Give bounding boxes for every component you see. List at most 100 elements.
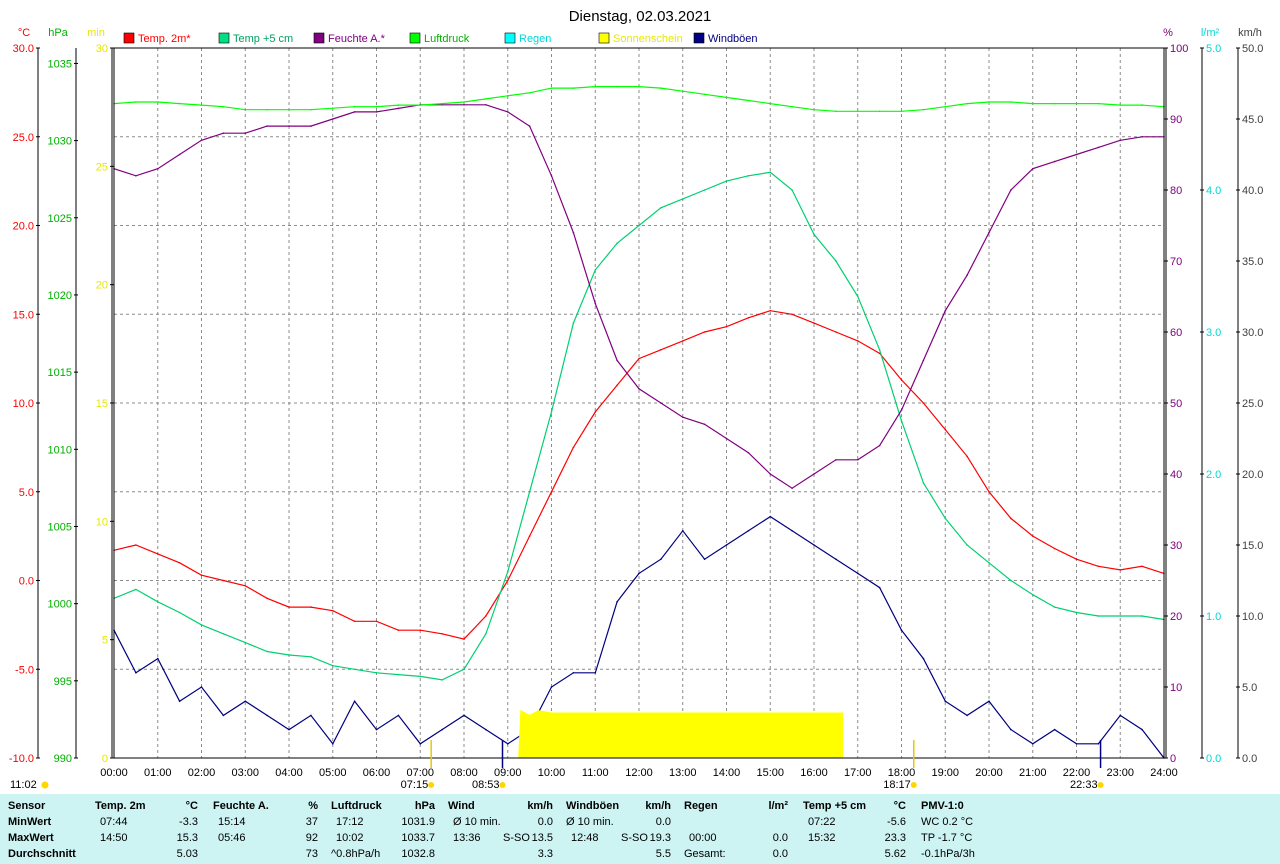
data-point xyxy=(966,544,968,546)
axes: -10.0 -5.0 0.0 5.0 10.0 15.0 20.0 25.0 30.0 990 99… xyxy=(9,43,1264,779)
sun-icon xyxy=(910,782,917,788)
legend-item: Temp. 2m* xyxy=(123,32,191,45)
legend-item: Sonnenschein xyxy=(598,32,683,45)
x-axis-tick-label: 09:00 xyxy=(494,767,522,779)
series xyxy=(113,85,1165,759)
wind-axis-tick-label: 20.0 xyxy=(1242,469,1263,481)
data-point xyxy=(200,139,203,142)
data-point xyxy=(1075,102,1078,105)
wind-axis-tick-label: 0.0 xyxy=(1242,753,1257,765)
data-point xyxy=(769,102,772,105)
data-point xyxy=(1010,189,1012,191)
x-axis-tick-label: 19:00 xyxy=(931,767,959,779)
pressure-axis-tick-label: 995 xyxy=(54,676,72,688)
data-point xyxy=(944,105,947,108)
wind-axis-tick-label: 45.0 xyxy=(1242,114,1263,126)
stats-header-sensor: Sensor xyxy=(8,800,46,812)
weather-chart: Dienstag, 02.03.2021 Temp. 2m* Temp +5 cm… xyxy=(9,8,1264,791)
data-point xyxy=(157,167,159,170)
time-marker: 07:15 xyxy=(401,740,435,791)
sunshine-axis-tick-label: 10 xyxy=(96,516,108,528)
wind-axis-tick-label: 5.0 xyxy=(1242,682,1257,694)
data-point xyxy=(922,402,925,404)
data-point xyxy=(419,743,422,745)
x-axis-tick-label: 04:00 xyxy=(275,767,303,779)
sun-icon xyxy=(499,782,506,788)
stats-header-temp5-unit: °C xyxy=(893,800,906,812)
rain-axis-tick-label: 3.0 xyxy=(1206,327,1221,339)
stats-humidity-value: 73 xyxy=(305,848,318,860)
data-point xyxy=(157,101,159,103)
data-point xyxy=(288,728,290,731)
data-point xyxy=(835,558,837,560)
data-point xyxy=(353,105,356,108)
data-point xyxy=(638,357,640,360)
data-point xyxy=(703,93,706,96)
data-point xyxy=(419,629,422,631)
stats-wind-value: 0.0 xyxy=(537,816,553,828)
stats-humidity-value: 92 xyxy=(305,832,318,844)
data-point xyxy=(572,446,575,449)
legend-swatch xyxy=(123,32,135,44)
data-point xyxy=(988,491,990,493)
data-point xyxy=(835,459,837,461)
data-point xyxy=(1010,728,1012,731)
data-point xyxy=(463,104,465,106)
data-point xyxy=(572,231,575,234)
x-axis-tick-label: 07:00 xyxy=(406,767,434,779)
data-point xyxy=(747,175,750,177)
stats-humidity-value: 37 xyxy=(305,816,318,828)
stats-header-gust-unit: km/h xyxy=(645,800,671,812)
data-point xyxy=(725,96,728,99)
data-point xyxy=(988,700,990,702)
data-point xyxy=(200,624,203,626)
stats-header-wind: Wind xyxy=(448,800,475,812)
data-point xyxy=(135,588,137,591)
data-point xyxy=(244,585,247,587)
temp-axis-tick-label: 15.0 xyxy=(13,309,34,321)
wind-axis-tick-label: 25.0 xyxy=(1242,398,1263,410)
stats-humidity-time: 15:14 xyxy=(218,816,246,828)
data-point xyxy=(769,309,772,312)
data-point xyxy=(747,99,750,102)
data-point xyxy=(375,728,378,731)
data-point xyxy=(638,388,640,390)
data-point xyxy=(200,104,203,106)
legend-label: Regen xyxy=(519,33,551,45)
stats-temp5-time: 07:22 xyxy=(808,816,836,828)
data-point xyxy=(1141,615,1143,617)
data-point xyxy=(1032,535,1034,537)
legend-label: Feuchte A.* xyxy=(328,33,386,45)
legend-swatch xyxy=(218,32,230,44)
data-point xyxy=(660,558,662,560)
sunshine-axis-tick-label: 20 xyxy=(96,280,108,292)
time-marker-label: 18:17 xyxy=(883,779,911,791)
stats-pressure-value: 1031.9 xyxy=(401,816,435,828)
data-point xyxy=(725,544,728,546)
pressure-axis-tick-label: 1025 xyxy=(48,213,72,225)
data-point xyxy=(397,629,400,631)
x-axis-tick-label: 05:00 xyxy=(319,767,347,779)
legend: Temp. 2m* Temp +5 cm Feuchte A.* Luftdruck R… xyxy=(123,32,758,45)
data-point xyxy=(397,104,400,106)
data-point xyxy=(725,180,728,182)
legend-item: Temp +5 cm xyxy=(218,32,293,45)
data-point xyxy=(769,473,772,475)
data-point xyxy=(791,313,793,316)
data-point xyxy=(638,85,640,88)
data-point xyxy=(507,579,509,582)
data-point xyxy=(944,517,947,520)
wind-axis-unit: km/h xyxy=(1238,27,1262,39)
stats-rain-time: 00:00 xyxy=(689,832,717,844)
data-point xyxy=(1053,606,1056,608)
data-point xyxy=(791,530,793,532)
data-point xyxy=(703,189,706,191)
humidity-axis-tick-label: 0 xyxy=(1170,753,1176,765)
pressure-axis-tick-label: 1005 xyxy=(48,521,72,533)
x-axis-tick-label: 00:00 xyxy=(100,767,128,779)
legend-swatch xyxy=(504,32,516,44)
time-marker-label: 08:53 xyxy=(472,779,500,791)
sunshine-axis-tick-label: 15 xyxy=(96,398,108,410)
data-point xyxy=(594,411,597,413)
pressure-axis-tick-label: 1000 xyxy=(48,599,72,611)
